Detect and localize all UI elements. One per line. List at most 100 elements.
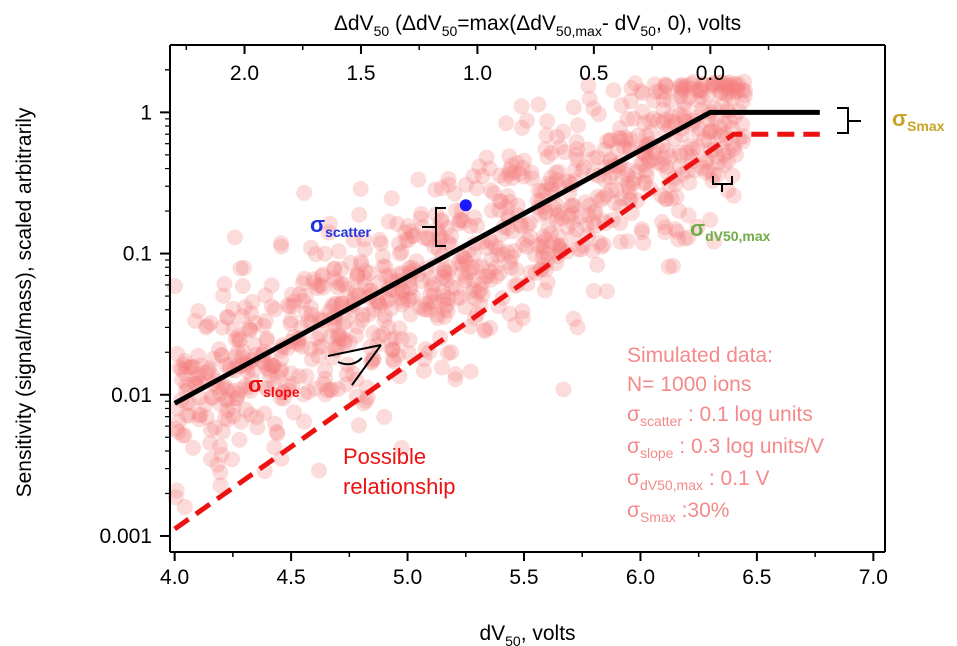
scatter-point [224,451,240,468]
scatter-point [371,328,388,345]
scatter-point [671,77,688,94]
scatter-point [592,192,609,209]
scatter-point [321,224,337,241]
y-tick-label: 1 [140,101,152,124]
y-tick-label: 0.1 [123,243,152,266]
scatter-point [371,231,388,248]
scatter-point [657,111,674,128]
scatter-point [214,347,230,364]
scatter-point [213,346,230,363]
scatter-point [266,439,283,456]
scatter-point [462,218,479,235]
scatter-point [714,74,731,91]
scatter-point [573,241,590,258]
scatter-point [658,77,674,94]
scatter-point [720,182,736,199]
scatter-point [283,365,299,382]
scatter-point [589,149,606,166]
scatter-point [501,193,518,210]
scatter-point [386,353,403,370]
scatter-point [680,229,697,246]
scatter-point [349,267,366,284]
scatter-point [629,163,646,180]
scatter-point [620,178,637,195]
scatter-point [654,156,671,173]
scatter-point [324,298,340,315]
scatter-point [700,87,717,104]
scatter-point [702,123,719,140]
scatter-point [584,242,601,259]
scatter-point [405,288,422,305]
scatter-point [718,75,735,92]
scatter-point [619,233,636,250]
scatter-point [718,79,735,96]
scatter-point [453,265,470,282]
scatter-point [623,80,640,97]
scatter-point [412,299,429,315]
scatter-point [508,154,525,171]
scatter-point [603,182,620,198]
scatter-point [589,188,606,205]
scatter-point [477,268,494,285]
scatter-point [503,248,520,265]
dv50max-bracket [712,176,733,192]
scatter-point [314,266,331,283]
scatter-point [178,406,195,423]
scatter-point [693,81,710,98]
scatter-point [205,350,222,367]
scatter-point [713,83,729,100]
scatter-point [212,477,229,494]
scatter-point [380,213,397,230]
scatter-point [216,410,233,426]
scatter-point [429,220,446,237]
scatter-point [608,181,625,198]
scatter-point [454,257,471,273]
scatter-point [719,78,735,95]
scatter-point [230,386,247,403]
scatter-point [593,238,610,255]
scatter-point [635,156,652,173]
scatter-point [725,137,741,154]
scatter-point [711,119,728,136]
scatter-point [453,211,469,228]
scatter-point [280,382,297,399]
scatter-point [455,213,472,230]
scatter-point [376,312,393,329]
scatter-point [220,411,236,428]
scatter-point [249,419,266,436]
scatter-point [455,248,472,265]
scatter-point [439,303,456,319]
scatter-point [353,256,370,273]
scatter-point [711,76,728,93]
scatter-point [612,215,629,231]
scatter-point [439,264,456,281]
scatter-point [632,155,649,172]
scatter-point [297,288,314,305]
scatter-point [211,341,228,358]
scatter-point [596,171,613,188]
scatter-point [461,264,478,281]
scatter-point [395,292,412,309]
top-tick-label: 0.5 [579,62,608,85]
scatter-point [258,381,275,398]
scatter-point [634,224,650,241]
scatter-point [646,76,663,93]
scatter-point [684,140,701,157]
scatter-point [232,260,249,277]
scatter-point [376,408,393,425]
scatter-point [658,78,675,95]
scatter-point [232,381,249,398]
scatter-point [596,141,613,158]
scatter-point [317,386,334,403]
scatter-point [273,235,289,252]
scatter-point [198,409,215,426]
scatter-point [619,167,636,184]
scatter-point [672,147,689,164]
scatter-point [357,241,373,258]
scatter-point [465,168,482,185]
scatter-point [530,237,547,254]
scatter-point [264,358,281,374]
scatter-point [675,78,692,95]
scatter-point [377,267,394,284]
scatter-point [212,438,228,455]
